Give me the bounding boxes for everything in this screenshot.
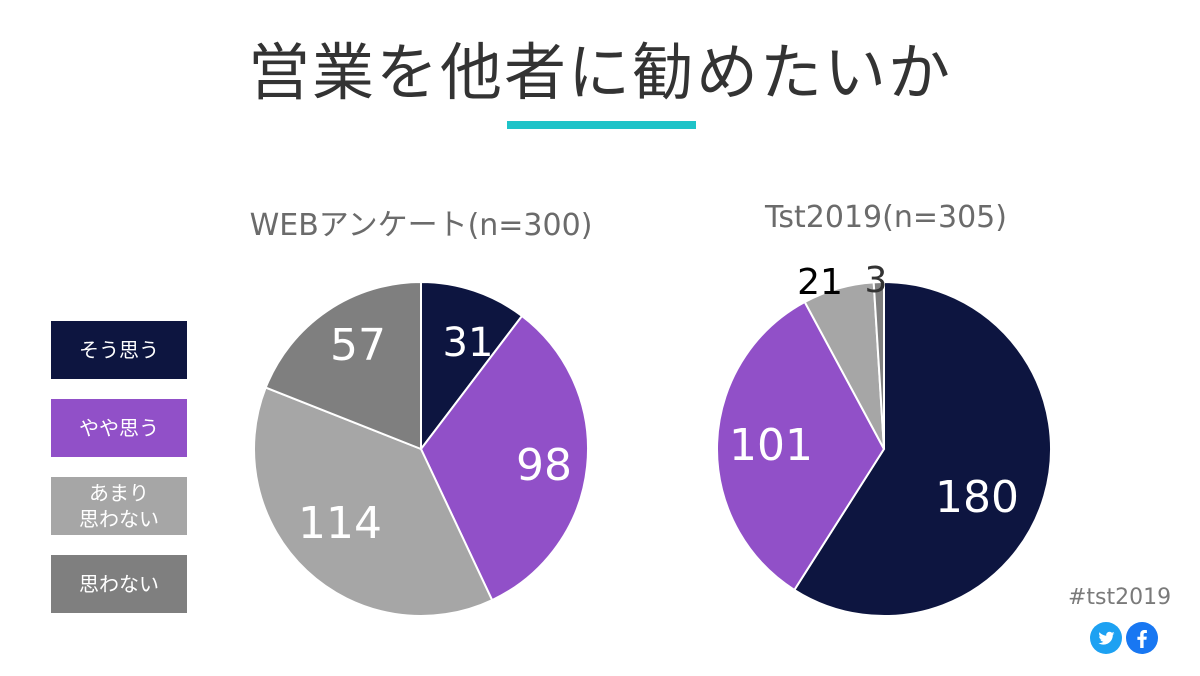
pie-1-slice-2	[419, 314, 589, 602]
legend-item: あまり 思わない	[51, 477, 187, 535]
pie-1-label-4: 57	[330, 320, 386, 371]
pie-2-label-1: 180	[935, 472, 1019, 523]
pie-1-slice-3	[253, 386, 494, 617]
pie-2-label-4: 3	[865, 260, 888, 301]
twitter-icon[interactable]	[1090, 622, 1122, 654]
pie-2-slice-4	[872, 280, 885, 450]
legend-item: そう思う	[51, 321, 187, 379]
pie-2-slice-2	[716, 300, 886, 592]
legend-item: 思わない	[51, 555, 187, 613]
pie-1-label-3: 114	[298, 498, 382, 549]
pie-1-slice-4	[264, 280, 422, 451]
facebook-icon[interactable]	[1126, 622, 1158, 654]
chart-1-title: WEBアンケート(n=300)	[249, 208, 593, 243]
hashtag-text: #tst2019	[1068, 585, 1172, 610]
legend: そう思うやや思うあまり 思わない 思わない	[51, 321, 187, 633]
pie-2-label-3: 21	[797, 262, 843, 303]
chart-2-title: Tst2019(n=305)	[765, 200, 1007, 235]
pie-2-label-2: 101	[729, 420, 813, 471]
pie-1-label-2: 98	[516, 440, 572, 491]
title-underline	[507, 121, 696, 129]
pie-1-label-1: 31	[443, 320, 494, 366]
legend-item: やや思う	[51, 399, 187, 457]
pie-2-slice-1	[792, 280, 1052, 617]
page-title: 営業を他者に勧めたいか	[247, 36, 952, 109]
pie-1-slice-1	[420, 280, 524, 452]
